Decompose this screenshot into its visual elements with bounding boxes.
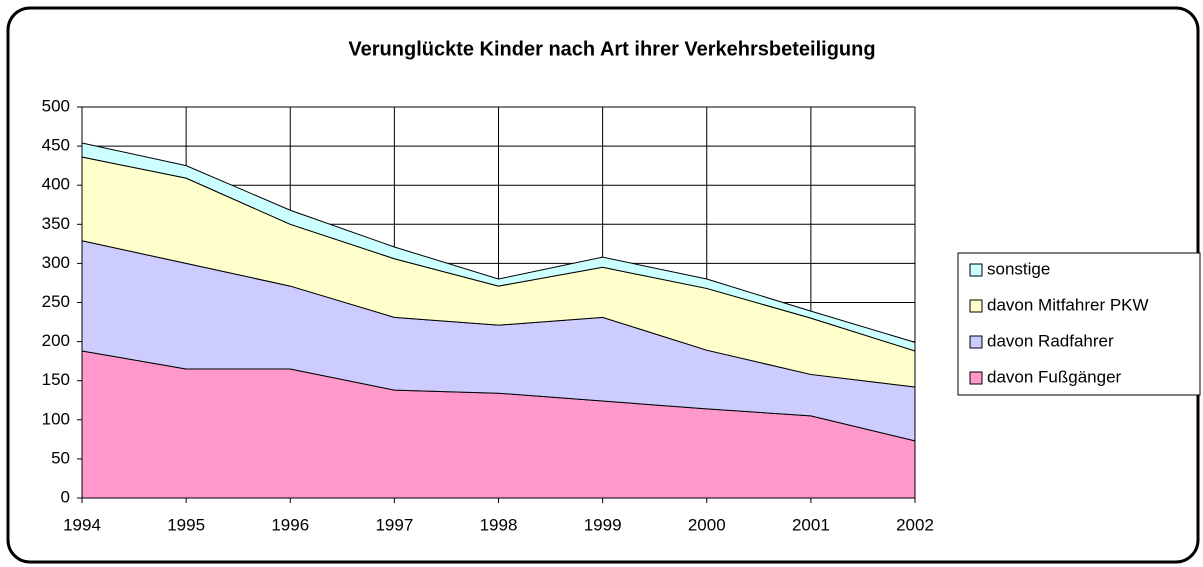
y-tick-label: 50 (51, 448, 70, 467)
x-tick-label: 1994 (63, 515, 101, 534)
chart-title: Verunglückte Kinder nach Art ihrer Verke… (348, 38, 875, 60)
x-tick-label: 1997 (375, 515, 413, 534)
legend-label: davon Radfahrer (987, 331, 1114, 350)
y-tick-label: 250 (42, 292, 70, 311)
legend-label: davon Fußgänger (987, 367, 1122, 386)
x-tick-label: 2000 (688, 515, 726, 534)
legend-box (957, 252, 1201, 396)
x-tick-label: 1996 (271, 515, 309, 534)
y-tick-label: 400 (42, 175, 70, 194)
area (81, 142, 916, 352)
legend-swatch (969, 371, 983, 385)
y-tick-label: 300 (42, 253, 70, 272)
x-tick-label: 2001 (792, 515, 830, 534)
y-tick-label: 200 (42, 331, 70, 350)
legend-swatch (969, 299, 983, 313)
y-tick-label: 100 (42, 409, 70, 428)
x-tick-label: 2002 (896, 515, 934, 534)
legend-swatch (969, 335, 983, 349)
y-tick-label: 450 (42, 136, 70, 155)
legend-label: sonstige (987, 259, 1050, 278)
legend-swatch (969, 263, 983, 277)
y-tick-label: 350 (42, 214, 70, 233)
y-tick-label: 0 (61, 487, 70, 506)
x-tick-label: 1995 (167, 515, 205, 534)
legend-label: davon Mitfahrer PKW (987, 295, 1149, 314)
y-tick-label: 500 (42, 96, 70, 115)
x-tick-label: 1998 (480, 515, 518, 534)
y-tick-label: 150 (42, 370, 70, 389)
x-tick-label: 1999 (584, 515, 622, 534)
